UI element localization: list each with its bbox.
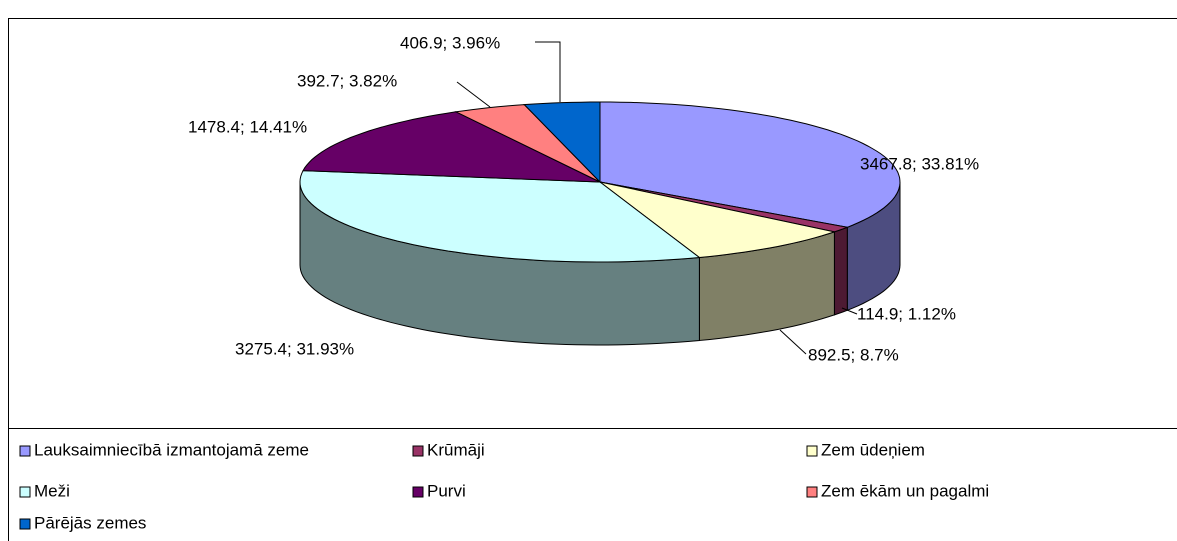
pie (299, 101, 901, 346)
legend-swatch (19, 486, 31, 498)
legend-label: Meži (34, 481, 70, 500)
slice (523, 101, 601, 184)
legend-label: Krūmāji (427, 440, 485, 459)
legend-label: Zem ūdeņiem (821, 440, 925, 459)
legend-label: Zem ēkām un pagalmi (821, 481, 989, 500)
data-label: 392.7; 3.82% (297, 71, 397, 90)
slice (299, 170, 701, 263)
data-label: 1478.4; 14.41% (188, 117, 307, 136)
legend-label: Pārējās zemes (34, 513, 146, 532)
leader-line (456, 81, 491, 108)
slice (599, 101, 901, 228)
data-label: 892.5; 8.7% (808, 345, 899, 364)
leader-line (779, 329, 807, 355)
legend-swatch (412, 445, 424, 457)
legend-swatch (806, 486, 818, 498)
data-label: 114.9; 1.12% (857, 304, 956, 323)
legend-label: Lauksaimniecībā izmantojamā zeme (34, 440, 309, 459)
slice-side (833, 226, 848, 316)
leader-line (535, 41, 561, 102)
data-label: 406.9; 3.96% (400, 33, 500, 52)
data-labels: 3467.8; 33.81% 114.9; 1.12% 892.5; 8.7% 327… (188, 33, 979, 364)
slice (454, 104, 601, 183)
leader-line (841, 307, 858, 315)
legend-swatch (19, 445, 31, 457)
slice (599, 181, 837, 259)
data-label: 3467.8; 33.81% (860, 154, 979, 173)
legend-label: Purvi (427, 481, 466, 500)
slice (302, 111, 601, 183)
legend-swatch (412, 486, 424, 498)
legend: Lauksaimniecībā izmantojamā zeme Krūmāji Z… (19, 440, 989, 532)
data-label: 3275.4; 31.93% (235, 339, 354, 358)
legend-swatch (19, 518, 31, 530)
legend-swatch (806, 445, 818, 457)
